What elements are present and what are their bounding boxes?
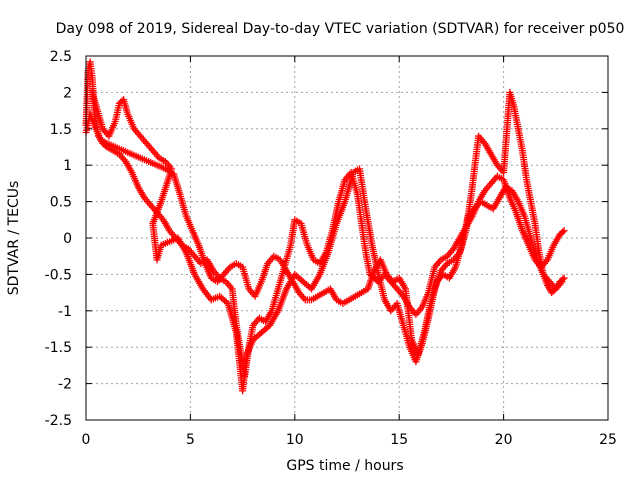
y-tick-label: 1 [63,158,72,174]
data-point [559,228,567,236]
tick-labels: 0 5 10 15 20 25 -2.5 -2 -1.5 -1 -0.5 0 0.5 1 1.5 2 2.5 [45,49,617,448]
y-axis-label: SDTVAR / TECUs [6,181,22,296]
data-point [560,227,568,235]
y-tick-label: -2.5 [45,413,72,429]
data-point [559,275,567,283]
y-tick-label: 0 [63,231,72,247]
y-tick-label: -1 [58,304,72,320]
y-tick-label: 2.5 [50,49,72,65]
x-tick-label: 10 [286,432,304,448]
x-axis-label: GPS time / hours [286,458,403,474]
chart-title: Day 098 of 2019, Sidereal Day-to-day VTE… [56,21,625,37]
y-tick-label: -1.5 [45,340,72,356]
x-tick-label: 15 [390,432,408,448]
data-points [82,58,568,395]
x-tick-label: 25 [599,432,617,448]
y-tick-label: -2 [58,377,72,393]
y-tick-label: -0.5 [45,267,72,283]
x-tick-label: 5 [186,432,195,448]
y-tick-label: 0.5 [50,195,72,211]
plot-frame [85,55,609,421]
x-tick-label: 0 [82,432,91,448]
data-point [222,298,230,306]
data-point [560,274,568,282]
y-tick-label: 1.5 [50,122,72,138]
x-tick-label: 20 [495,432,513,448]
y-tick-label: 2 [63,85,72,101]
